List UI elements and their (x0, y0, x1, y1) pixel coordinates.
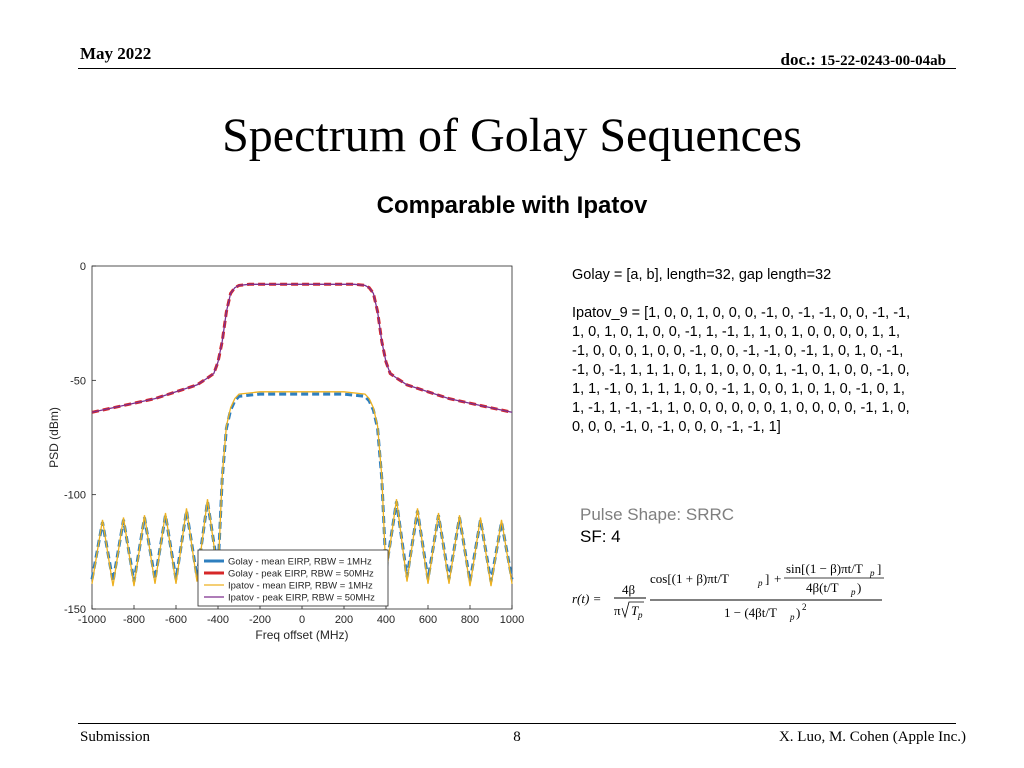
header-doc-id: doc.: 15-22-0243-00-04ab (781, 50, 947, 70)
formula-den-square: 2 (802, 602, 807, 612)
x-tick-label: 200 (335, 614, 353, 626)
x-axis-label: Freq offset (MHz) (255, 628, 348, 642)
footer-authors: X. Luo, M. Cohen (Apple Inc.) (778, 729, 966, 745)
x-tick-label: 600 (419, 614, 437, 626)
formula-coef-sub: p (637, 610, 643, 620)
x-tick-label: -1000 (78, 614, 106, 626)
formula-sin-close: ] (877, 561, 881, 576)
formula-lhs: r(t) = (572, 591, 601, 606)
formula-sin-den-sub: p (850, 587, 856, 597)
formula-sin-den-close: ) (857, 580, 861, 595)
pulse-shape-label: Pulse Shape: SRRC (580, 505, 735, 524)
legend-entry: Golay - mean EIRP, RBW = 1MHz (228, 557, 372, 568)
x-tick-label: 0 (299, 614, 305, 626)
pulse-info: Pulse Shape: SRRC SF: 4 (580, 504, 734, 548)
formula-sin-part: sin[(1 − β)πt/T (786, 561, 863, 576)
header-divider (78, 68, 956, 69)
formula-cos-close: ] (765, 571, 769, 586)
formula-den-close: ) (796, 605, 800, 620)
legend-entry: Ipatov - peak EIRP, RBW = 50MHz (228, 593, 375, 604)
formula-plus: + (774, 571, 781, 586)
golay-definition: Golay = [a, b], length=32, gap length=32 (572, 267, 832, 283)
footer-divider (78, 723, 956, 724)
formula-cos-sub: p (757, 578, 763, 588)
x-tick-label: -800 (123, 614, 145, 626)
legend-box (197, 549, 389, 607)
spreading-factor-label: SF: 4 (580, 527, 621, 546)
y-axis-label: PSD (dBm) (47, 407, 61, 468)
formula-sin-sub: p (869, 568, 875, 578)
page-number: 8 (513, 729, 521, 745)
series-line-4 (91, 283, 513, 413)
ipatov-definition: Ipatov_9 = [1, 0, 0, 1, 0, 0, 0, -1, 0, … (572, 305, 911, 435)
x-tick-label: -400 (207, 614, 229, 626)
formula-coef-pi: π (614, 603, 621, 618)
sequence-description: Golay = [a, b], length=32, gap length=32… (572, 266, 917, 437)
y-tick-label: -150 (64, 604, 86, 616)
formula-coef-num: 4β (622, 582, 636, 597)
doc-number: 15-22-0243-00-04ab (820, 53, 946, 69)
x-tick-label: 800 (461, 614, 479, 626)
x-tick-label: 1000 (500, 614, 524, 626)
sqrt-symbol (621, 601, 644, 619)
slide-title: Spectrum of Golay Sequences (222, 109, 802, 162)
formula-cos-part: cos[(1 + β)πt/T (650, 571, 729, 586)
formula-den-main: 1 − (4βt/T (724, 605, 777, 620)
footer-submission: Submission (80, 729, 151, 745)
srrc-formula: r(t) = 4β π T p cos[(1 + β)πt/T p ] + si… (572, 561, 884, 622)
doc-prefix: doc.: (780, 50, 816, 69)
formula-coef-T: T (631, 603, 639, 618)
formula-sin-den: 4β(t/T (806, 580, 839, 595)
formula-den-sub: p (789, 612, 795, 622)
x-tick-label: 400 (377, 614, 395, 626)
slide-subtitle: Comparable with Ipatov (376, 192, 648, 219)
legend-entry: Golay - peak EIRP, RBW = 50MHz (228, 569, 374, 580)
x-tick-label: -200 (249, 614, 271, 626)
header-date: May 2022 (80, 44, 152, 63)
x-tick-label: -600 (165, 614, 187, 626)
legend-entry: Ipatov - mean EIRP, RBW = 1MHz (228, 581, 373, 592)
y-tick-label: -100 (64, 490, 86, 502)
y-tick-label: -50 (70, 375, 86, 387)
series-line-3 (91, 391, 513, 587)
y-tick-label: 0 (80, 261, 86, 273)
psd-chart: -1000 -800 -600 -400 -200 0 200 400 600 800 1000 0 -… (47, 261, 524, 642)
